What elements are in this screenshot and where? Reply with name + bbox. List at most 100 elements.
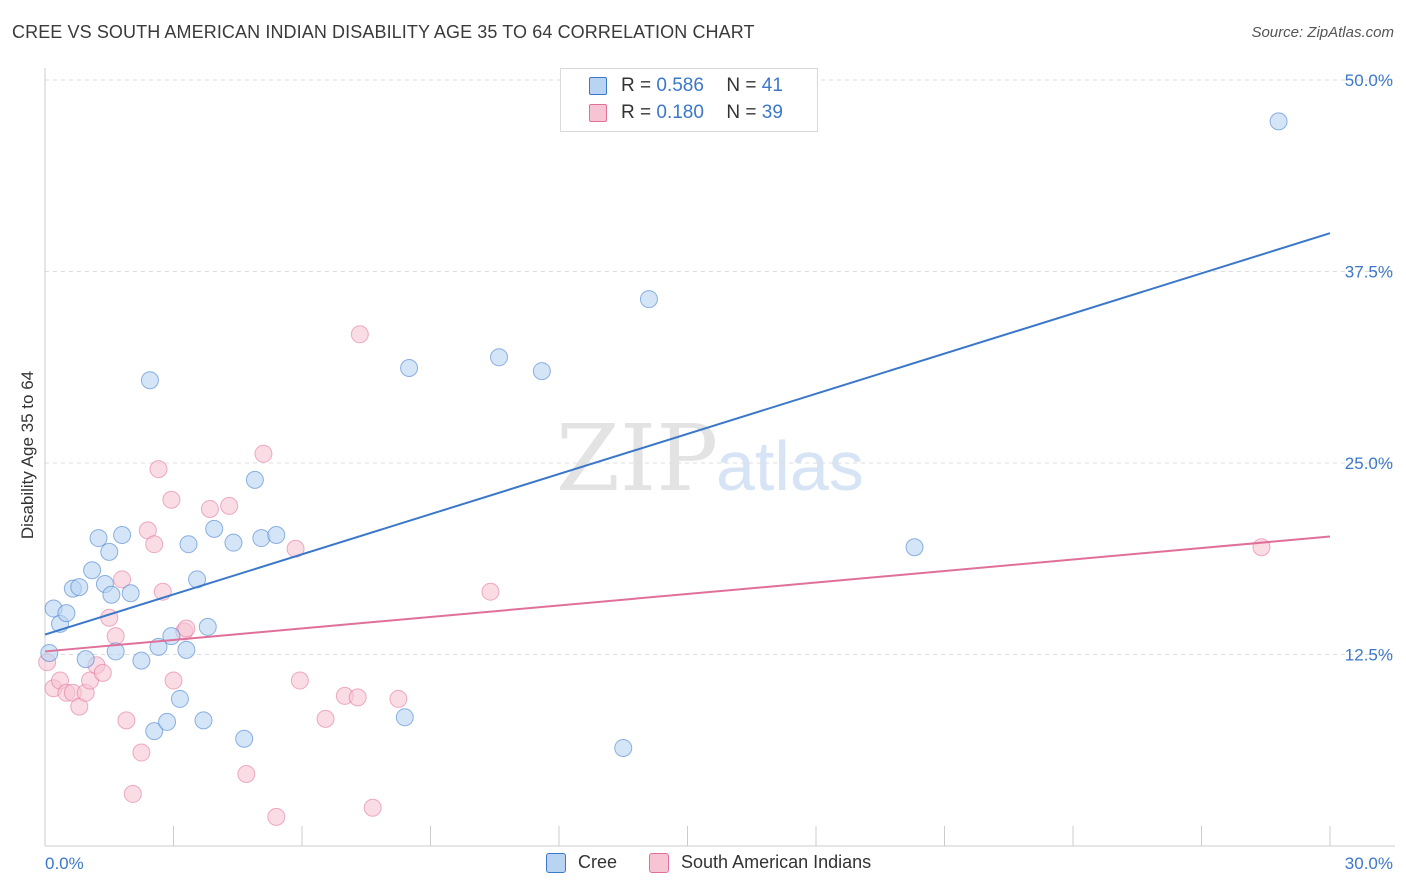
legend-n-label: N = — [726, 75, 757, 96]
legend-item-cree: Cree — [546, 852, 617, 873]
cree-point — [400, 359, 419, 378]
cree-point — [198, 617, 217, 636]
legend-item-south-american-indians: South American Indians — [649, 852, 871, 873]
legend-swatch-cree — [589, 77, 607, 95]
y-tick-labels: 12.5% 25.0% 37.5% 50.0% — [1345, 71, 1393, 665]
south-american-indians-point — [350, 325, 369, 344]
legend-label-cree: Cree — [578, 852, 618, 872]
legend-r-value: 0.180 — [656, 102, 704, 123]
south-american-indians-point — [164, 671, 183, 690]
legend-r-value: 0.586 — [656, 75, 704, 96]
south-american-indians-point — [481, 582, 500, 601]
legend-n-value: 41 — [761, 75, 783, 96]
cree-point — [267, 526, 286, 545]
south-american-indians-point — [93, 663, 112, 682]
x-tick-label-min: 0.0% — [45, 854, 84, 873]
south-american-indians-point — [254, 444, 273, 463]
legend-r-label: R = — [621, 75, 652, 96]
legend-row-cree: R = 0.586 N = 41 — [589, 73, 783, 99]
cree-point — [395, 708, 414, 727]
cree-point — [179, 535, 198, 554]
cree-point — [162, 627, 181, 646]
cree-point — [106, 642, 125, 661]
south-american-indians-point — [267, 807, 286, 826]
grid-lines — [45, 79, 1395, 655]
legend-label-south-american-indians: South American Indians — [681, 852, 872, 872]
y-tick-label: 50.0% — [1345, 71, 1393, 90]
cree-point — [76, 650, 95, 669]
south-american-indians-point — [200, 499, 219, 518]
cree-point — [132, 651, 151, 670]
legend-swatch-cree — [546, 852, 566, 873]
cree-point — [245, 470, 264, 489]
cree-point — [905, 538, 924, 557]
south-american-indians-point — [363, 798, 382, 817]
cree-trend-line — [44, 232, 1331, 636]
y-tick-label: 25.0% — [1345, 454, 1393, 473]
cree-point — [102, 585, 121, 604]
watermark-zip: ZIP — [556, 405, 718, 512]
south-american-indians-point — [177, 619, 196, 638]
south-american-indians-point — [123, 784, 142, 803]
south-american-indians-trend-line — [44, 535, 1331, 653]
axes — [44, 68, 1395, 847]
cree-point — [194, 711, 213, 730]
south-american-indians-point — [237, 764, 256, 783]
south-american-indians-point — [117, 711, 136, 730]
cree-point — [224, 533, 243, 552]
y-axis-label: Disability Age 35 to 64 — [18, 370, 37, 540]
cree-point — [1269, 112, 1288, 131]
cree-point — [57, 604, 76, 623]
cree-point — [89, 529, 108, 548]
legend-swatch-south-american-indians — [649, 852, 670, 873]
series-legend: Cree South American Indians — [546, 852, 903, 873]
south-american-indians-point — [348, 688, 367, 707]
cree-point — [639, 290, 658, 309]
x-tick-label-max: 30.0% — [1345, 854, 1393, 873]
cree-point — [158, 712, 177, 731]
watermark-atlas: atlas — [716, 427, 864, 505]
south-american-indians-point — [290, 671, 309, 690]
south-american-indians-point — [389, 689, 408, 708]
south-american-indians-point — [220, 496, 239, 515]
cree-point — [205, 519, 224, 538]
cree-point — [532, 362, 551, 381]
cree-point — [83, 561, 102, 580]
cree-point — [100, 542, 119, 561]
cree-point — [145, 722, 164, 741]
cree-point — [113, 526, 132, 545]
cree-point — [40, 643, 59, 662]
cree-point — [177, 640, 196, 659]
legend-n-value: 39 — [761, 102, 783, 123]
chart-title: CREE VS SOUTH AMERICAN INDIAN DISABILITY… — [12, 22, 755, 42]
legend-n-label: N = — [726, 102, 757, 123]
cree-point — [252, 529, 271, 548]
cree-point — [140, 371, 159, 390]
x-tick-labels: 0.0% 30.0% — [45, 854, 1393, 873]
south-american-indians-point — [162, 490, 181, 509]
y-tick-label: 12.5% — [1345, 646, 1393, 665]
series-south-american-indians-points — [38, 325, 1271, 826]
legend-r-label: R = — [621, 102, 652, 123]
cree-point — [614, 738, 633, 757]
south-american-indians-point — [316, 709, 335, 728]
south-american-indians-point — [113, 570, 132, 589]
series-cree-points — [40, 112, 1288, 757]
watermark: ZIP atlas — [556, 405, 864, 512]
south-american-indians-point — [145, 535, 164, 554]
south-american-indians-point — [149, 460, 168, 479]
cree-point — [121, 584, 140, 603]
legend-row-south-american-indians: R = 0.180 N = 39 — [589, 100, 783, 126]
y-tick-label: 37.5% — [1345, 263, 1393, 282]
cree-point — [170, 689, 189, 708]
cree-point — [490, 348, 509, 367]
south-american-indians-point — [132, 743, 151, 762]
cree-point — [235, 729, 254, 748]
cree-point — [70, 578, 89, 597]
south-american-indians-point — [106, 627, 125, 646]
trend-lines — [44, 232, 1331, 653]
correlation-legend: R = 0.586 N = 41 R = 0.180 N = 39 — [560, 68, 818, 132]
legend-swatch-south-american-indians — [589, 104, 607, 122]
source-label: Source: ZipAtlas.com — [1251, 24, 1394, 41]
